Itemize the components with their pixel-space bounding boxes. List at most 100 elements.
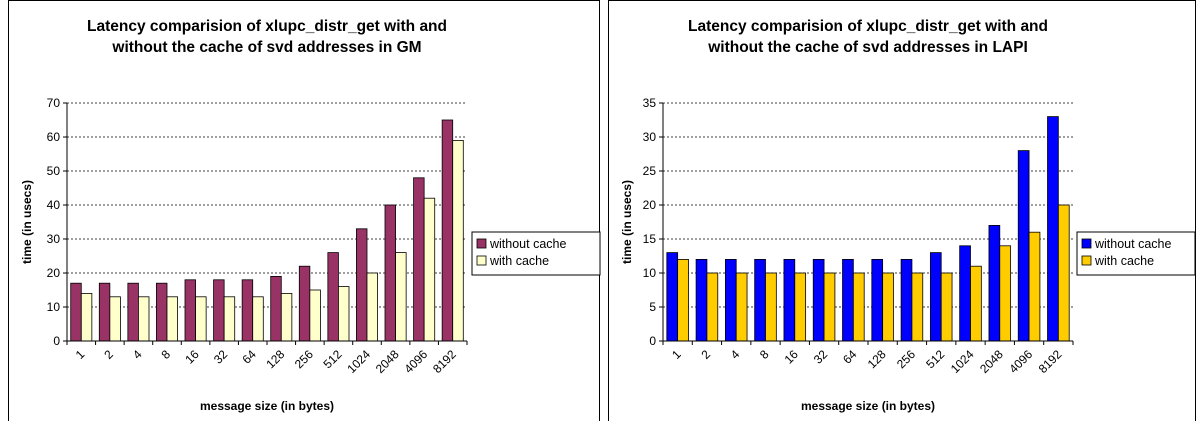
- bar-with-cache-2048: [999, 245, 1012, 342]
- bar-with-cache-4: [735, 272, 748, 342]
- x-tick-label: 4: [728, 347, 743, 362]
- bar-with-cache-1: [677, 258, 689, 342]
- chart-panel-lapi: Latency comparision of xlupc_distr_get w…: [608, 0, 1196, 421]
- legend-label-with-cache: with cache: [1094, 254, 1154, 268]
- y-axis-title: time (in usecs): [620, 180, 634, 264]
- bar-without-cache-4: [724, 258, 737, 342]
- bar-with-cache-1: [80, 292, 93, 342]
- x-tick-label: 256: [894, 347, 918, 371]
- bar-without-cache-32: [213, 279, 225, 342]
- bar-without-cache-128: [871, 258, 884, 342]
- x-tick-label: 4: [130, 347, 145, 362]
- bar-with-cache-2: [109, 296, 121, 342]
- x-tick-label: 64: [840, 347, 860, 367]
- bar-without-cache-8: [156, 282, 168, 342]
- bar-without-cache-16: [783, 258, 796, 342]
- bar-with-cache-2: [706, 272, 719, 342]
- x-tick-label: 1024: [948, 347, 977, 376]
- x-tick-label: 1024: [344, 347, 373, 376]
- bar-with-cache-16: [195, 296, 207, 342]
- bar-with-cache-4096: [1028, 231, 1041, 342]
- x-tick-label: 32: [211, 347, 231, 367]
- bar-without-cache-1: [666, 252, 679, 342]
- legend-label-without-cache: without cache: [489, 237, 566, 251]
- bar-without-cache-32: [812, 258, 825, 342]
- bar-without-cache-256: [900, 258, 913, 342]
- bar-with-cache-64: [852, 272, 865, 342]
- x-tick-label: 2048: [373, 347, 402, 376]
- legend-swatch-without-cache: [1081, 238, 1092, 249]
- legend: without cache with cache: [1076, 231, 1196, 276]
- y-tick-label: 30: [643, 130, 657, 144]
- bar-without-cache-512: [327, 252, 339, 342]
- bar-without-cache-1024: [356, 228, 368, 342]
- chart-title-line-2: without the cache of svd addresses in LA…: [707, 39, 1028, 56]
- x-tick-label: 128: [865, 347, 889, 371]
- x-tick-label: 4096: [1006, 347, 1035, 376]
- chart-title-line-2: without the cache of svd addresses in GM: [111, 39, 421, 56]
- bar-without-cache-8192: [1047, 116, 1059, 342]
- y-tick-label: 70: [47, 96, 61, 110]
- chart-title-line-1: Latency comparision of xlupc_distr_get w…: [87, 18, 447, 35]
- y-tick-label: 20: [643, 198, 657, 212]
- x-tick-label: 1: [73, 347, 88, 362]
- bar-without-cache-8192: [441, 119, 454, 342]
- x-tick-label: 64: [239, 347, 259, 367]
- legend-swatch-with-cache: [1081, 255, 1092, 266]
- y-tick-label: 0: [53, 334, 60, 348]
- y-tick-label: 10: [47, 300, 61, 314]
- bar-with-cache-8192: [452, 139, 464, 342]
- y-tick-label: 0: [649, 334, 656, 348]
- bar-with-cache-256: [911, 272, 924, 342]
- bar-without-cache-64: [842, 258, 854, 342]
- legend: without cache with cache: [471, 231, 601, 276]
- x-tick-label: 1: [669, 347, 684, 362]
- x-tick-label: 512: [923, 347, 947, 371]
- x-tick-label: 16: [182, 347, 202, 367]
- chart-panel-gm: Latency comparision of xlupc_distr_get w…: [8, 0, 601, 421]
- x-tick-label: 32: [811, 347, 831, 367]
- x-axis-title: message size (in bytes): [200, 399, 334, 413]
- bar-with-cache-128: [882, 272, 894, 342]
- bar-with-cache-16: [794, 272, 807, 342]
- bar-with-cache-32: [823, 272, 836, 342]
- bar-with-cache-512: [338, 286, 350, 342]
- x-tick-label: 2048: [977, 347, 1006, 376]
- x-axis-title: message size (in bytes): [801, 399, 935, 413]
- bar-with-cache-256: [309, 289, 321, 342]
- x-tick-label: 256: [292, 347, 316, 371]
- bar-without-cache-64: [241, 279, 254, 342]
- x-tick-label: 2: [698, 347, 713, 362]
- y-tick-label: 40: [47, 198, 61, 212]
- y-tick-label: 50: [47, 164, 61, 178]
- legend-box: [1076, 231, 1196, 276]
- x-tick-label: 16: [782, 347, 802, 367]
- x-tick-label: 8192: [430, 347, 459, 376]
- bar-without-cache-4: [127, 282, 139, 342]
- bar-without-cache-2: [98, 282, 111, 342]
- x-tick-label: 8: [757, 347, 772, 362]
- bar-with-cache-8192: [1057, 204, 1070, 342]
- legend-box: [471, 231, 601, 276]
- bar-with-cache-64: [252, 296, 264, 342]
- bar-with-cache-4096: [423, 197, 436, 342]
- bar-with-cache-512: [940, 272, 953, 342]
- y-tick-label: 30: [47, 232, 61, 246]
- y-tick-label: 15: [643, 232, 657, 246]
- bar-without-cache-512: [929, 252, 942, 342]
- bar-without-cache-4096: [1017, 150, 1030, 342]
- x-tick-label: 4096: [401, 347, 430, 376]
- y-tick-label: 20: [47, 266, 61, 280]
- y-tick-label: 5: [649, 300, 656, 314]
- legend-swatch-without-cache: [476, 238, 487, 249]
- y-tick-label: 35: [643, 96, 657, 110]
- bar-with-cache-8: [166, 296, 178, 342]
- y-tick-label: 25: [643, 164, 657, 178]
- y-tick-label: 60: [47, 130, 61, 144]
- legend-label-without-cache: without cache: [1094, 237, 1171, 251]
- legend-swatch-with-cache: [476, 255, 487, 266]
- bar-with-cache-4: [138, 296, 150, 342]
- x-tick-label: 8: [158, 347, 173, 362]
- bar-without-cache-256: [298, 265, 311, 342]
- bar-without-cache-128: [270, 275, 282, 342]
